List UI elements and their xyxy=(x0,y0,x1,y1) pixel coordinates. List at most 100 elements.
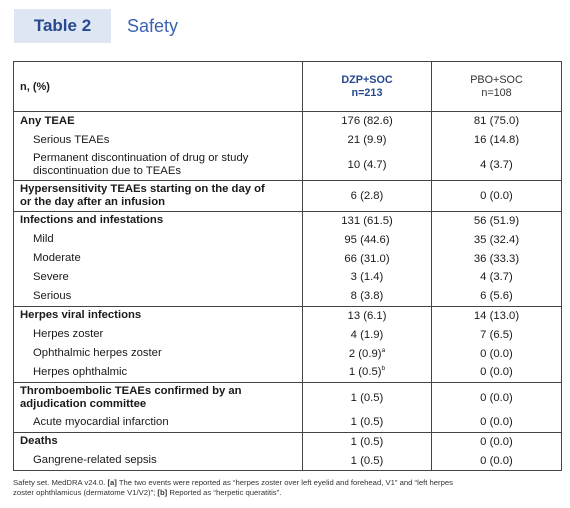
dzp-value: 6 (2.8) xyxy=(302,179,432,212)
footnote-text: The two events were reported as “herpes … xyxy=(116,478,454,487)
table-row: Deaths 1 (0.5) 0 (0.0) xyxy=(13,431,562,452)
dzp-value: 95 (44.6) xyxy=(302,230,432,250)
pbo-value: 14 (13.0) xyxy=(431,305,562,326)
column-header-pbo-n: n=108 xyxy=(481,86,512,99)
safety-table-container: n, (%) DZP+SOC n=213 PBO+SOC n=108 Any T… xyxy=(13,61,562,472)
row-label: Serious xyxy=(13,286,303,307)
footnote-line-1: Safety set. MedDRA v24.0. [a] The two ev… xyxy=(13,478,561,488)
footnote-text: zoster ophthlamicus (dermatome V1/V2)”; xyxy=(13,488,158,497)
dzp-value: 2 (0.9)a xyxy=(302,344,432,363)
pbo-value: 7 (6.5) xyxy=(431,325,562,345)
dzp-value-text: 2 (0.9) xyxy=(348,347,382,360)
pbo-value: 0 (0.0) xyxy=(431,344,562,363)
row-label: Serious TEAEs xyxy=(13,130,303,150)
footnote-tag-a: [a] xyxy=(107,478,117,487)
row-label-line2: discontinuation due to TEAEs xyxy=(33,164,182,177)
table-row: Thromboembolic TEAEs confirmed by an adj… xyxy=(13,381,562,413)
table-row: Herpes viral infections 13 (6.1) 14 (13.… xyxy=(13,305,562,326)
column-header-label: n, (%) xyxy=(13,61,303,112)
table-row: Herpes zoster 4 (1.9) 7 (6.5) xyxy=(13,325,562,345)
row-label: Mild xyxy=(13,230,303,250)
row-label: Severe xyxy=(13,267,303,287)
row-label: Thromboembolic TEAEs confirmed by an adj… xyxy=(13,381,303,413)
column-header-dzp-n: n=213 xyxy=(351,86,383,99)
table-row: Permanent discontinuation of drug or stu… xyxy=(13,149,562,181)
column-header-dzp: DZP+SOC n=213 xyxy=(302,61,432,112)
pbo-value: 0 (0.0) xyxy=(431,451,562,472)
pbo-value: 0 (0.0) xyxy=(431,431,562,452)
pbo-value: 56 (51.9) xyxy=(431,210,562,231)
row-label: Moderate xyxy=(13,249,303,268)
footnote-text: Safety set. MedDRA v24.0. xyxy=(13,478,108,487)
table-row: Mild 95 (44.6) 35 (32.4) xyxy=(13,230,562,250)
dzp-value: 1 (0.5)b xyxy=(302,362,432,383)
table-row: Serious 8 (3.8) 6 (5.6) xyxy=(13,286,562,307)
row-label: Any TEAE xyxy=(13,111,303,131)
footnote-text: Reported as “herpetic queratitis”. xyxy=(167,488,282,497)
row-label: Deaths xyxy=(13,431,303,452)
pbo-value: 4 (3.7) xyxy=(431,149,562,181)
row-label-line2: adjudication committee xyxy=(20,397,147,410)
table-row: Hypersensitivity TEAEs starting on the d… xyxy=(13,179,562,212)
pbo-value: 6 (5.6) xyxy=(431,286,562,307)
table-row: Acute myocardial infarction 1 (0.5) 0 (0… xyxy=(13,412,562,433)
row-label: Hypersensitivity TEAEs starting on the d… xyxy=(13,179,303,212)
table-row: Infections and infestations 131 (61.5) 5… xyxy=(13,210,562,231)
row-label-line1: Thromboembolic TEAEs confirmed by an xyxy=(20,384,242,397)
table-footnote: Safety set. MedDRA v24.0. [a] The two ev… xyxy=(13,478,561,498)
footnote-marker-a: a xyxy=(381,346,386,354)
pbo-value: 0 (0.0) xyxy=(431,179,562,212)
table-row: Ophthalmic herpes zoster 2 (0.9)a 0 (0.0… xyxy=(13,344,562,363)
footnote-line-2: zoster ophthlamicus (dermatome V1/V2)”; … xyxy=(13,488,561,498)
pbo-value: 16 (14.8) xyxy=(431,130,562,150)
dzp-value: 4 (1.9) xyxy=(302,325,432,345)
dzp-value: 1 (0.5) xyxy=(302,451,432,472)
row-label: Infections and infestations xyxy=(13,210,303,231)
pbo-value: 81 (75.0) xyxy=(431,111,562,131)
pbo-value: 35 (32.4) xyxy=(431,230,562,250)
dzp-value: 10 (4.7) xyxy=(302,149,432,181)
table-number-label: Table 2 xyxy=(14,9,111,43)
row-label-line1: Hypersensitivity TEAEs starting on the d… xyxy=(20,182,265,195)
dzp-value: 21 (9.9) xyxy=(302,130,432,150)
dzp-value: 1 (0.5) xyxy=(302,381,432,413)
table-row: Serious TEAEs 21 (9.9) 16 (14.8) xyxy=(13,130,562,150)
row-label: Herpes viral infections xyxy=(13,305,303,326)
dzp-value: 8 (3.8) xyxy=(302,286,432,307)
column-header-dzp-name: DZP+SOC xyxy=(341,73,393,86)
table-title-bar: Table 2 Safety xyxy=(14,9,562,43)
row-label: Acute myocardial infarction xyxy=(13,412,303,433)
table-row: Herpes ophthalmic 1 (0.5)b 0 (0.0) xyxy=(13,362,562,383)
table-row: Gangrene-related sepsis 1 (0.5) 0 (0.0) xyxy=(13,451,562,472)
pbo-value: 36 (33.3) xyxy=(431,249,562,268)
footnote-marker-b: b xyxy=(381,365,386,373)
pbo-value: 0 (0.0) xyxy=(431,362,562,383)
row-label-line2: or the day after an infusion xyxy=(20,195,165,208)
dzp-value: 13 (6.1) xyxy=(302,305,432,326)
dzp-value: 66 (31.0) xyxy=(302,249,432,268)
table-row: Moderate 66 (31.0) 36 (33.3) xyxy=(13,249,562,268)
dzp-value-text: 1 (0.5) xyxy=(348,366,382,379)
row-label: Ophthalmic herpes zoster xyxy=(13,344,303,363)
column-header-pbo-name: PBO+SOC xyxy=(470,73,523,86)
footnote-tag-b: [b] xyxy=(157,488,168,497)
dzp-value: 176 (82.6) xyxy=(302,111,432,131)
dzp-value: 1 (0.5) xyxy=(302,431,432,452)
row-label-line1: Permanent discontinuation of drug or stu… xyxy=(33,151,249,164)
dzp-value: 1 (0.5) xyxy=(302,412,432,433)
pbo-value: 4 (3.7) xyxy=(431,267,562,287)
dzp-value: 131 (61.5) xyxy=(302,210,432,231)
pbo-value: 0 (0.0) xyxy=(431,412,562,433)
row-label: Herpes ophthalmic xyxy=(13,362,303,383)
row-label: Permanent discontinuation of drug or stu… xyxy=(13,149,303,181)
table-row: Severe 3 (1.4) 4 (3.7) xyxy=(13,267,562,287)
table-header-row: n, (%) DZP+SOC n=213 PBO+SOC n=108 xyxy=(13,61,562,112)
table-title: Safety xyxy=(127,16,179,36)
pbo-value: 0 (0.0) xyxy=(431,381,562,413)
safety-table: n, (%) DZP+SOC n=213 PBO+SOC n=108 Any T… xyxy=(13,61,562,472)
row-label: Herpes zoster xyxy=(13,325,303,345)
table-row: Any TEAE 176 (82.6) 81 (75.0) xyxy=(13,111,562,131)
dzp-value: 3 (1.4) xyxy=(302,267,432,287)
row-label: Gangrene-related sepsis xyxy=(13,451,303,472)
column-header-pbo: PBO+SOC n=108 xyxy=(431,61,562,112)
